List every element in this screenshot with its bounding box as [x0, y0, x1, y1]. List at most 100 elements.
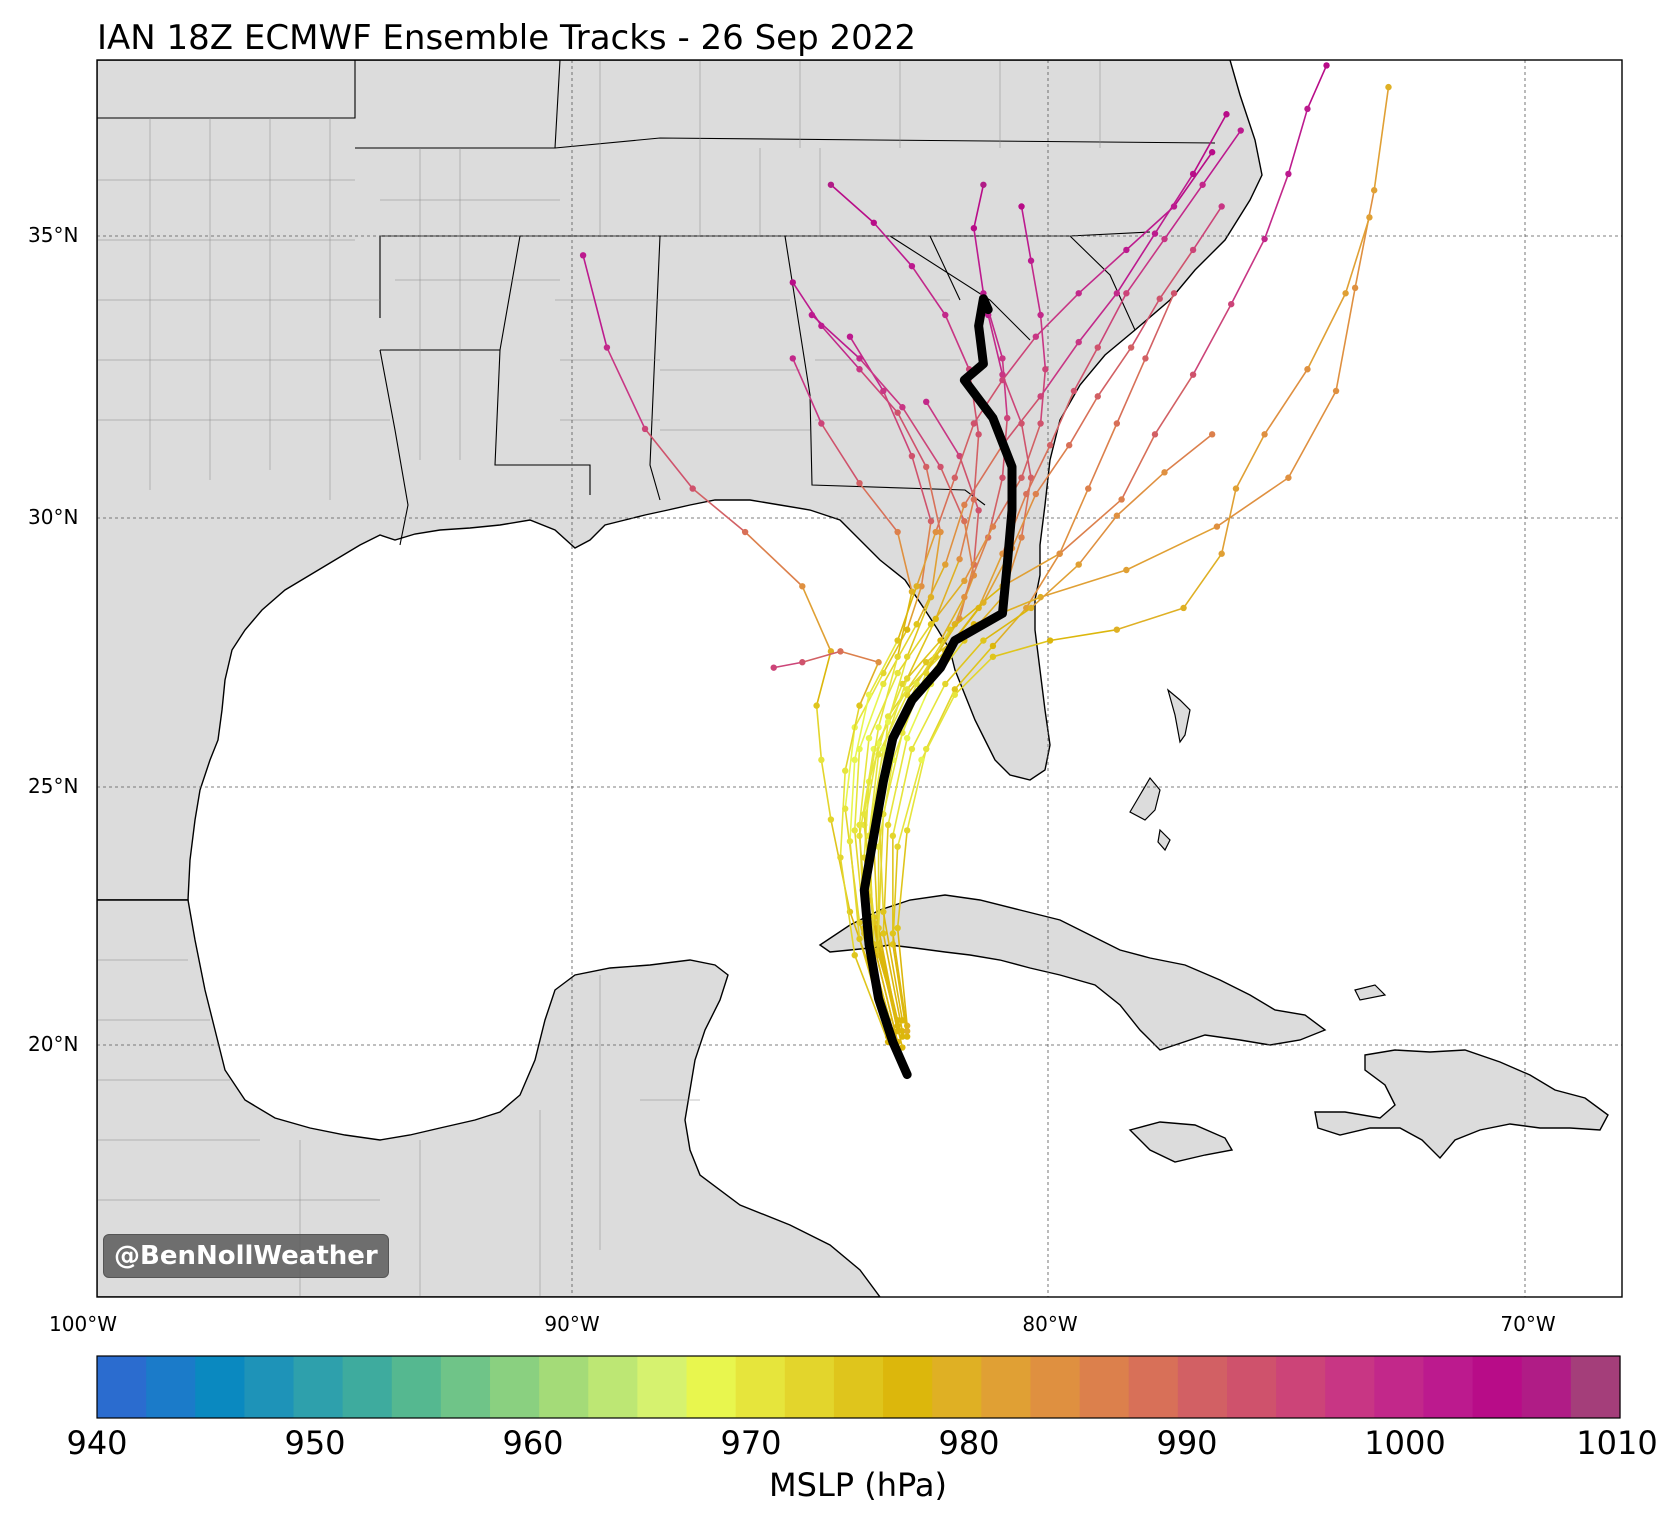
land-mexico: [97, 899, 881, 1297]
track-segment: [877, 694, 908, 755]
track-point: [689, 485, 696, 492]
colorbar-tick-940: 940: [66, 1424, 128, 1462]
track-point: [923, 463, 930, 471]
track-segment: [1002, 553, 1061, 587]
track-point: [1018, 203, 1025, 210]
track-point: [932, 528, 939, 536]
track-point: [1042, 366, 1049, 373]
track-segment: [882, 933, 904, 1032]
track-point: [1261, 431, 1268, 438]
track-segment: [1287, 108, 1309, 175]
track-point: [1213, 523, 1221, 530]
track-point: [894, 637, 901, 644]
track-segment: [839, 857, 856, 956]
colorbar-bin: [1079, 1356, 1130, 1418]
track-point: [961, 501, 968, 509]
track-segment: [901, 406, 942, 468]
track-point: [1065, 442, 1073, 449]
track-segment: [911, 265, 946, 316]
track-point: [1094, 344, 1101, 351]
colorbar-bin: [784, 1356, 835, 1418]
track-segment: [1354, 190, 1375, 289]
track-segment: [877, 656, 899, 728]
track-point: [894, 843, 901, 850]
track-point: [1075, 290, 1082, 297]
track-point: [946, 626, 954, 633]
track-point: [799, 659, 806, 666]
track-segment: [987, 314, 1004, 375]
colorbar-bin: [539, 1356, 589, 1418]
track-segment: [1192, 303, 1232, 376]
track-point: [856, 355, 863, 362]
track-point: [942, 680, 949, 688]
colorbar-tick-970: 970: [720, 1424, 782, 1462]
track-point: [1218, 550, 1225, 557]
track-point: [865, 734, 873, 742]
track-segment: [820, 759, 832, 820]
colorbar-tick-950: 950: [284, 1424, 346, 1462]
track-point: [1304, 366, 1311, 373]
track-point: [1351, 284, 1359, 292]
track-point: [1046, 637, 1054, 644]
track-segment: [973, 184, 985, 229]
track-point: [1170, 203, 1178, 210]
track-point: [875, 941, 882, 948]
lat-label-35: 35°N: [28, 223, 79, 247]
track-point: [1218, 203, 1225, 210]
track-point: [875, 659, 882, 666]
track-segment: [858, 357, 903, 408]
track-point: [1189, 246, 1197, 254]
track-segment: [906, 586, 923, 630]
track-point: [1151, 230, 1159, 237]
track-point: [1018, 534, 1025, 541]
track-segment: [1097, 292, 1128, 348]
track-segment: [939, 466, 966, 522]
track-segment: [839, 770, 847, 858]
track-segment: [792, 282, 823, 327]
track-point: [913, 583, 920, 590]
track-segment: [939, 596, 966, 641]
track-point: [1370, 187, 1378, 194]
track-segment: [906, 618, 937, 679]
track-point: [837, 648, 844, 655]
track-point: [1142, 355, 1149, 362]
track-segment: [1163, 184, 1204, 240]
track-point: [903, 626, 911, 633]
track-point: [923, 659, 930, 666]
track-point: [856, 479, 863, 487]
track-point: [894, 409, 901, 416]
track-segment: [1125, 238, 1166, 294]
colorbar-label: MSLP (hPa): [769, 1466, 947, 1504]
track-point: [846, 838, 854, 845]
track-point: [889, 832, 897, 840]
track-point: [851, 756, 858, 764]
lat-label-20: 20°N: [28, 1032, 79, 1056]
track-segment: [935, 558, 961, 620]
track-segment: [992, 477, 1023, 527]
track-segment: [1049, 628, 1117, 642]
track-point: [851, 951, 858, 959]
track-point: [1170, 290, 1178, 297]
track-segment: [882, 623, 918, 685]
track-segment: [973, 228, 985, 294]
track-segment: [853, 748, 861, 831]
track-segment: [1126, 525, 1218, 571]
track-segment: [958, 499, 975, 560]
track-point: [980, 637, 987, 644]
lat-label-30: 30°N: [28, 505, 79, 529]
track-point: [1180, 604, 1187, 612]
track-point: [1004, 414, 1011, 422]
track-segment: [1035, 292, 1080, 338]
track-point: [894, 924, 901, 932]
track-segment: [1130, 298, 1161, 348]
track-point: [579, 252, 587, 259]
track-point: [989, 642, 997, 650]
colorbar-bin: [588, 1356, 639, 1418]
track-point: [1018, 474, 1025, 481]
track-segment: [1001, 358, 1009, 419]
track-point: [923, 398, 930, 406]
track-segment: [1335, 287, 1356, 392]
track-point: [875, 724, 882, 731]
colorbar-tick-960: 960: [502, 1424, 564, 1462]
